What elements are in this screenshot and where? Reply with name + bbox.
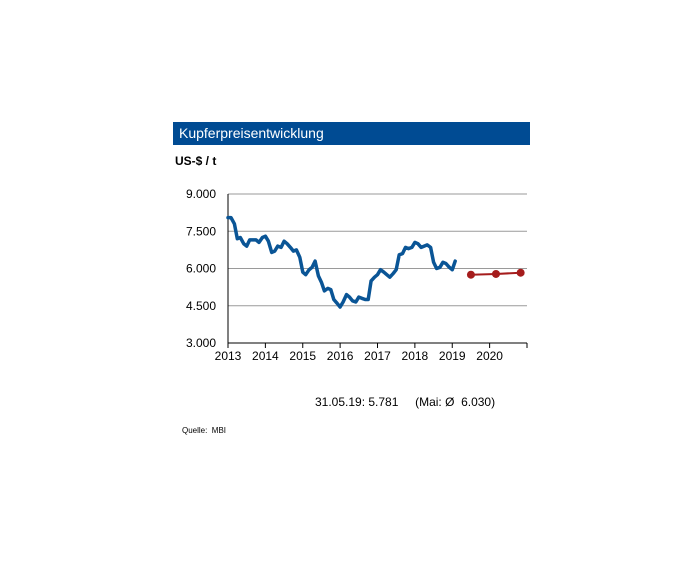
- y-tick-label: 9.000: [186, 187, 216, 201]
- y-tick-label: 3.000: [186, 336, 216, 350]
- series-group: [226, 215, 525, 309]
- y-axis-ticks: 3.000 4.500 6.000 7.500 9.000: [186, 187, 216, 350]
- x-tick-label: 2015: [289, 349, 316, 363]
- y-tick-label: 7.500: [186, 224, 216, 238]
- x-tick-label: 2013: [215, 349, 242, 363]
- source-note: Quelle: MBI: [182, 426, 227, 435]
- chart-title: Kupferpreisentwicklung: [179, 125, 324, 141]
- forecast-point: [491, 269, 500, 278]
- y-tick-label: 4.500: [186, 299, 216, 313]
- chart-title-bar: Kupferpreisentwicklung: [173, 122, 530, 145]
- x-axis-ticks: 2013 2014 2015 2016 2017 2018 2019 2020: [215, 343, 528, 363]
- y-tick-label: 6.000: [186, 262, 216, 276]
- x-tick-label: 2017: [364, 349, 391, 363]
- x-tick-label: 2019: [439, 349, 466, 363]
- latest-price-note: 31.05.19: 5.781 (Mai: Ø 6.030): [315, 395, 496, 409]
- history-price-line: [226, 215, 457, 309]
- y-unit-label: US-$ / t: [175, 154, 217, 168]
- forecast-point: [516, 268, 525, 277]
- grid-lines: [228, 193, 527, 307]
- forecast-point: [466, 270, 475, 279]
- x-tick-label: 2018: [402, 349, 429, 363]
- x-tick-label: 2020: [476, 349, 503, 363]
- x-tick-label: 2016: [327, 349, 354, 363]
- x-tick-label: 2014: [252, 349, 279, 363]
